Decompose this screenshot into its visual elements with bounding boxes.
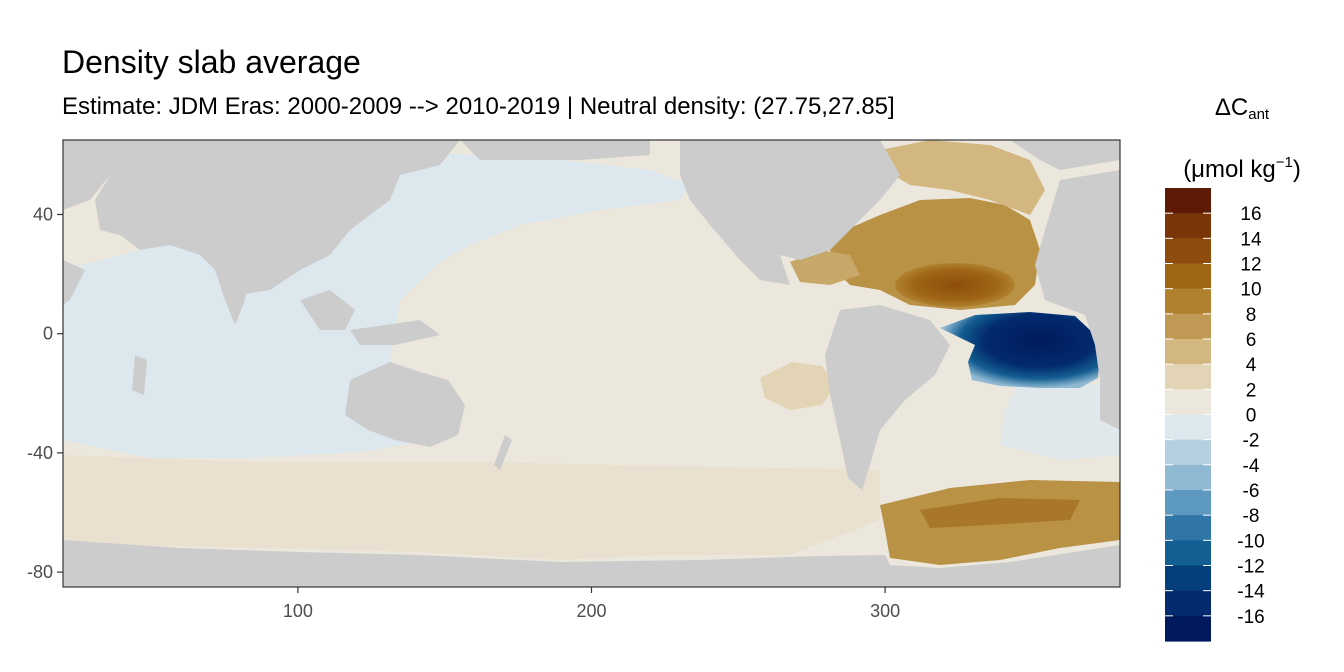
x-tick-label: 100 bbox=[283, 601, 313, 621]
map-layer bbox=[63, 140, 1120, 587]
legend-title-unit: (μmol kg−1) bbox=[1183, 154, 1301, 183]
legend-label: 4 bbox=[1246, 355, 1257, 376]
land-africa-west bbox=[63, 140, 110, 210]
x-axis: 100 200 300 bbox=[283, 587, 900, 621]
region-south-atlantic bbox=[1000, 380, 1120, 460]
region-weddell-inner bbox=[920, 498, 1080, 528]
land-southeast-asia bbox=[300, 290, 355, 330]
legend-label: 8 bbox=[1246, 305, 1257, 326]
legend-label: 6 bbox=[1246, 330, 1257, 351]
legend-swatch bbox=[1165, 439, 1211, 466]
land-madagascar bbox=[132, 355, 147, 395]
land-indonesia bbox=[350, 320, 440, 345]
legend-label: -8 bbox=[1243, 506, 1260, 527]
legend-swatch bbox=[1165, 490, 1211, 516]
legend-swatch bbox=[1165, 464, 1211, 491]
legend-swatch bbox=[1165, 188, 1211, 214]
x-tick-label: 200 bbox=[576, 601, 606, 621]
legend-label: 10 bbox=[1240, 280, 1261, 301]
legend-swatch bbox=[1165, 213, 1211, 239]
region-labrador bbox=[880, 140, 1045, 215]
legend-labels: 16 14 12 10 8 6 4 2 0 -2 -4 -6 -8 -10 -12 -14 -16 bbox=[1165, 204, 1265, 628]
legend-swatch bbox=[1165, 590, 1211, 617]
legend-label: -12 bbox=[1237, 557, 1264, 578]
chart-subtitle: Estimate: JDM Eras: 2000-2009 --> 2010-2… bbox=[62, 93, 895, 120]
legend-swatch bbox=[1165, 515, 1211, 541]
legend-label: -4 bbox=[1243, 456, 1260, 477]
region-tropical-atlantic bbox=[940, 312, 1100, 388]
land-masses bbox=[63, 140, 1120, 587]
legend-swatch bbox=[1165, 288, 1211, 315]
y-tick-label: -80 bbox=[27, 562, 53, 582]
region-eastern-pacific bbox=[760, 362, 836, 410]
chart-title: Density slab average bbox=[62, 44, 361, 80]
legend-label: -2 bbox=[1243, 431, 1260, 452]
legend-label: 2 bbox=[1246, 380, 1257, 401]
legend-swatch bbox=[1165, 364, 1211, 390]
legend-label: 0 bbox=[1246, 406, 1257, 427]
x-tick-label: 300 bbox=[870, 601, 900, 621]
region-southern-pacific bbox=[63, 455, 880, 560]
land-south-america bbox=[825, 305, 950, 490]
legend-swatch bbox=[1165, 263, 1211, 290]
y-tick-label: 0 bbox=[43, 324, 53, 344]
land-africa-horn bbox=[63, 260, 85, 305]
land-north-pacific bbox=[460, 140, 650, 160]
legend-swatch bbox=[1165, 615, 1211, 642]
land-australia bbox=[345, 362, 465, 447]
legend-swatch bbox=[1165, 238, 1211, 265]
legend-colorbar bbox=[1165, 188, 1211, 642]
legend-label: 16 bbox=[1240, 204, 1261, 225]
legend-swatch bbox=[1165, 313, 1211, 340]
legend-swatch bbox=[1165, 414, 1211, 441]
region-gulf-caribbean bbox=[790, 250, 860, 285]
land-greenland bbox=[1010, 140, 1120, 170]
legend-swatch bbox=[1165, 565, 1211, 592]
y-axis: 40 0 -40 -80 bbox=[27, 205, 63, 582]
legend-label: -6 bbox=[1243, 481, 1260, 502]
land-north-america bbox=[680, 140, 900, 285]
region-subtropical-core bbox=[895, 263, 1015, 307]
land-eurasia bbox=[95, 140, 460, 295]
legend-label: 14 bbox=[1240, 229, 1262, 250]
land-india bbox=[215, 270, 250, 325]
legend-swatch bbox=[1165, 389, 1211, 416]
legend-title: ΔCant (μmol kg−1) bbox=[1162, 84, 1322, 194]
legend-label: -14 bbox=[1237, 582, 1265, 603]
legend-title-quantity: ΔCant bbox=[1214, 94, 1270, 123]
legend-label: -16 bbox=[1237, 607, 1264, 628]
land-antarctica bbox=[63, 540, 1120, 587]
legend-swatch bbox=[1165, 540, 1211, 567]
legend-swatch bbox=[1165, 339, 1211, 365]
y-tick-label: -40 bbox=[27, 443, 53, 463]
land-new-zealand bbox=[494, 435, 512, 470]
y-tick-label: 40 bbox=[33, 205, 53, 225]
legend-label: 12 bbox=[1240, 255, 1261, 276]
legend-label: -10 bbox=[1237, 531, 1264, 552]
land-africa-east bbox=[1035, 170, 1120, 430]
